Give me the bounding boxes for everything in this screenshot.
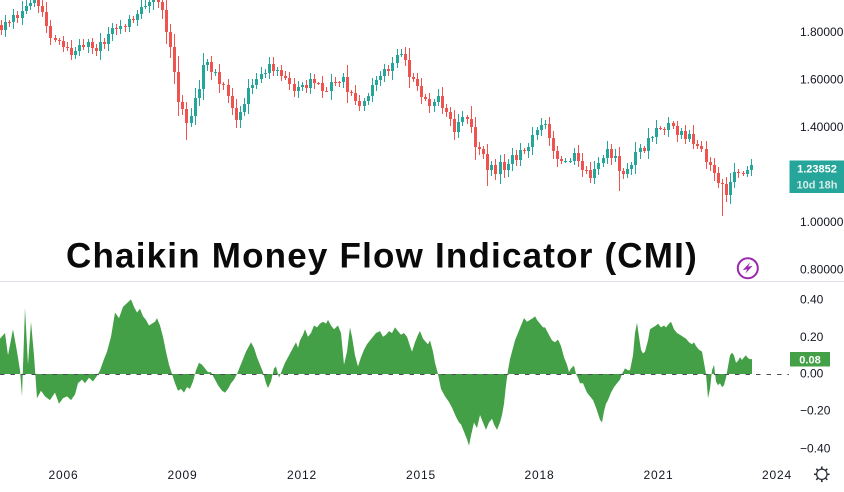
- svg-text:2006: 2006: [49, 468, 79, 482]
- svg-text:0.40: 0.40: [800, 293, 824, 307]
- svg-text:2012: 2012: [287, 468, 317, 482]
- svg-text:10d 18h: 10d 18h: [797, 180, 838, 192]
- svg-text:1.80000: 1.80000: [800, 25, 844, 39]
- svg-text:Chaikin Money Flow Indicator (: Chaikin Money Flow Indicator (CMI): [66, 237, 698, 276]
- svg-text:1.23852: 1.23852: [797, 164, 837, 176]
- svg-text:0.08: 0.08: [799, 355, 820, 367]
- svg-text:2018: 2018: [525, 468, 555, 482]
- svg-text:2015: 2015: [406, 468, 436, 482]
- svg-text:1.40000: 1.40000: [800, 120, 844, 134]
- svg-text:2009: 2009: [168, 468, 198, 482]
- svg-text:0.80000: 0.80000: [800, 263, 844, 277]
- svg-text:2021: 2021: [644, 468, 674, 482]
- svg-text:2024: 2024: [762, 468, 792, 482]
- svg-text:0.00: 0.00: [800, 367, 824, 381]
- svg-text:1.60000: 1.60000: [800, 73, 844, 87]
- svg-text:0.20: 0.20: [800, 330, 824, 344]
- svg-text:1.00000: 1.00000: [800, 215, 844, 229]
- svg-text:−0.20: −0.20: [800, 404, 831, 418]
- svg-text:−0.40: −0.40: [800, 442, 831, 456]
